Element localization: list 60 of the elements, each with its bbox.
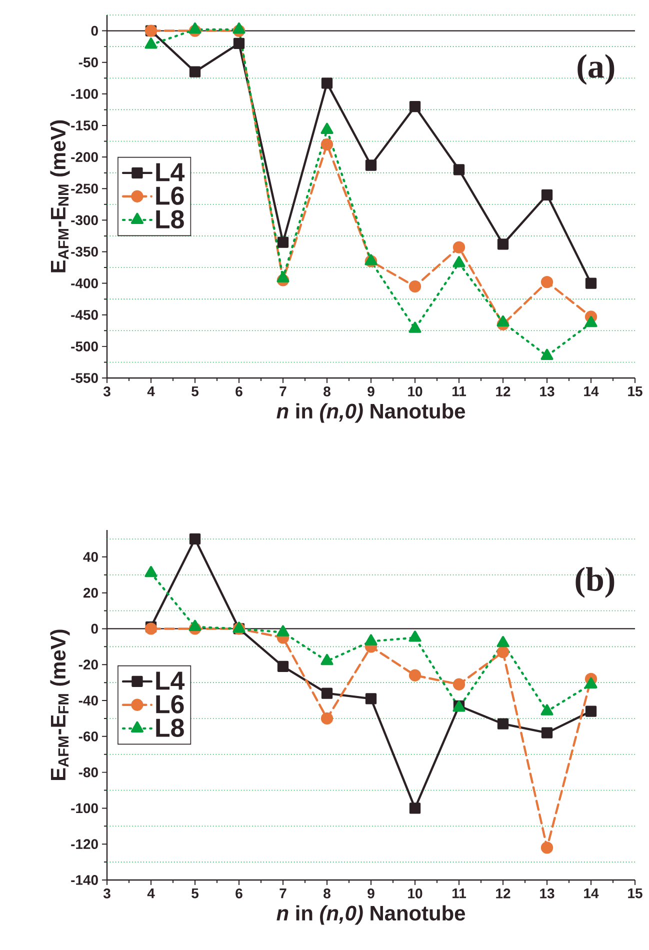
y-tick-label: 20 xyxy=(83,588,98,598)
x-tick-label: 15 xyxy=(628,888,642,898)
y-tick-label: -350 xyxy=(71,246,98,257)
legend-label: L6 xyxy=(156,186,184,205)
x-tick-label: 5 xyxy=(192,888,198,898)
x-tick-label: 5 xyxy=(192,386,198,396)
y-tick-label: -400 xyxy=(71,278,98,288)
y-tick-label: -40 xyxy=(78,696,98,706)
x-tick-label: 3 xyxy=(103,386,110,396)
legend-label: L4 xyxy=(156,672,185,690)
x-tick-label: 9 xyxy=(368,888,374,898)
annotation: (a) xyxy=(578,54,614,85)
x-tick-label: 4 xyxy=(147,888,155,898)
x-tick-label: 11 xyxy=(452,888,466,898)
x-tick-label: 10 xyxy=(408,888,422,898)
x-tick-label: 3 xyxy=(103,888,110,898)
legend-label: L8 xyxy=(156,210,184,228)
y-axis-title: E$_{AFM}$-E$_{NM}$ (meV) xyxy=(50,120,70,272)
y-tick-label: -200 xyxy=(71,152,98,162)
x-tick-label: 9 xyxy=(368,386,374,396)
x-axis-title: n in (n,0) Nanotube xyxy=(276,905,466,925)
x-axis-title: n in (n,0) Nanotube xyxy=(276,403,466,423)
y-tick-label: -50 xyxy=(78,57,98,68)
y-tick-label: 40 xyxy=(83,552,98,562)
x-tick-label: 13 xyxy=(540,386,554,396)
x-tick-label: 8 xyxy=(324,888,330,898)
legend-label: L4 xyxy=(156,163,185,182)
y-tick-label: -120 xyxy=(71,839,98,850)
y-axis-title: E$_{AFM}$-E$_{FM}$ (meV) xyxy=(50,630,70,780)
x-tick-label: 13 xyxy=(540,888,554,898)
y-tick-label: -150 xyxy=(71,120,98,130)
legend-label: L8 xyxy=(156,718,184,737)
x-tick-label: 8 xyxy=(324,386,330,396)
y-tick-label: -550 xyxy=(71,373,98,383)
annotation: (b) xyxy=(576,567,614,598)
x-tick-label: 4 xyxy=(147,386,155,396)
y-tick-label: 0 xyxy=(91,26,98,36)
y-tick-label: -500 xyxy=(71,341,98,352)
x-tick-label: 12 xyxy=(496,386,510,396)
x-tick-label: 14 xyxy=(584,386,599,396)
y-tick-label: -100 xyxy=(71,88,98,99)
x-tick-label: 6 xyxy=(236,888,242,898)
y-tick-label: -60 xyxy=(78,731,98,742)
y-tick-label: -140 xyxy=(71,875,98,885)
x-tick-label: 7 xyxy=(280,386,286,396)
y-tick-label: -250 xyxy=(71,184,98,194)
x-tick-label: 10 xyxy=(408,386,422,396)
y-tick-label: -100 xyxy=(71,803,98,814)
y-tick-label: -450 xyxy=(71,310,98,320)
x-tick-label: 15 xyxy=(628,386,642,396)
legend-label: L6 xyxy=(156,695,184,714)
y-tick-label: 0 xyxy=(91,624,98,634)
x-tick-label: 6 xyxy=(236,386,242,396)
x-tick-label: 14 xyxy=(584,888,599,898)
y-tick-label: -20 xyxy=(78,660,98,670)
y-tick-label: -80 xyxy=(78,767,98,778)
x-tick-label: 7 xyxy=(280,888,286,898)
y-tick-label: -300 xyxy=(71,215,98,226)
x-tick-label: 11 xyxy=(452,386,466,396)
x-tick-label: 12 xyxy=(496,888,510,898)
